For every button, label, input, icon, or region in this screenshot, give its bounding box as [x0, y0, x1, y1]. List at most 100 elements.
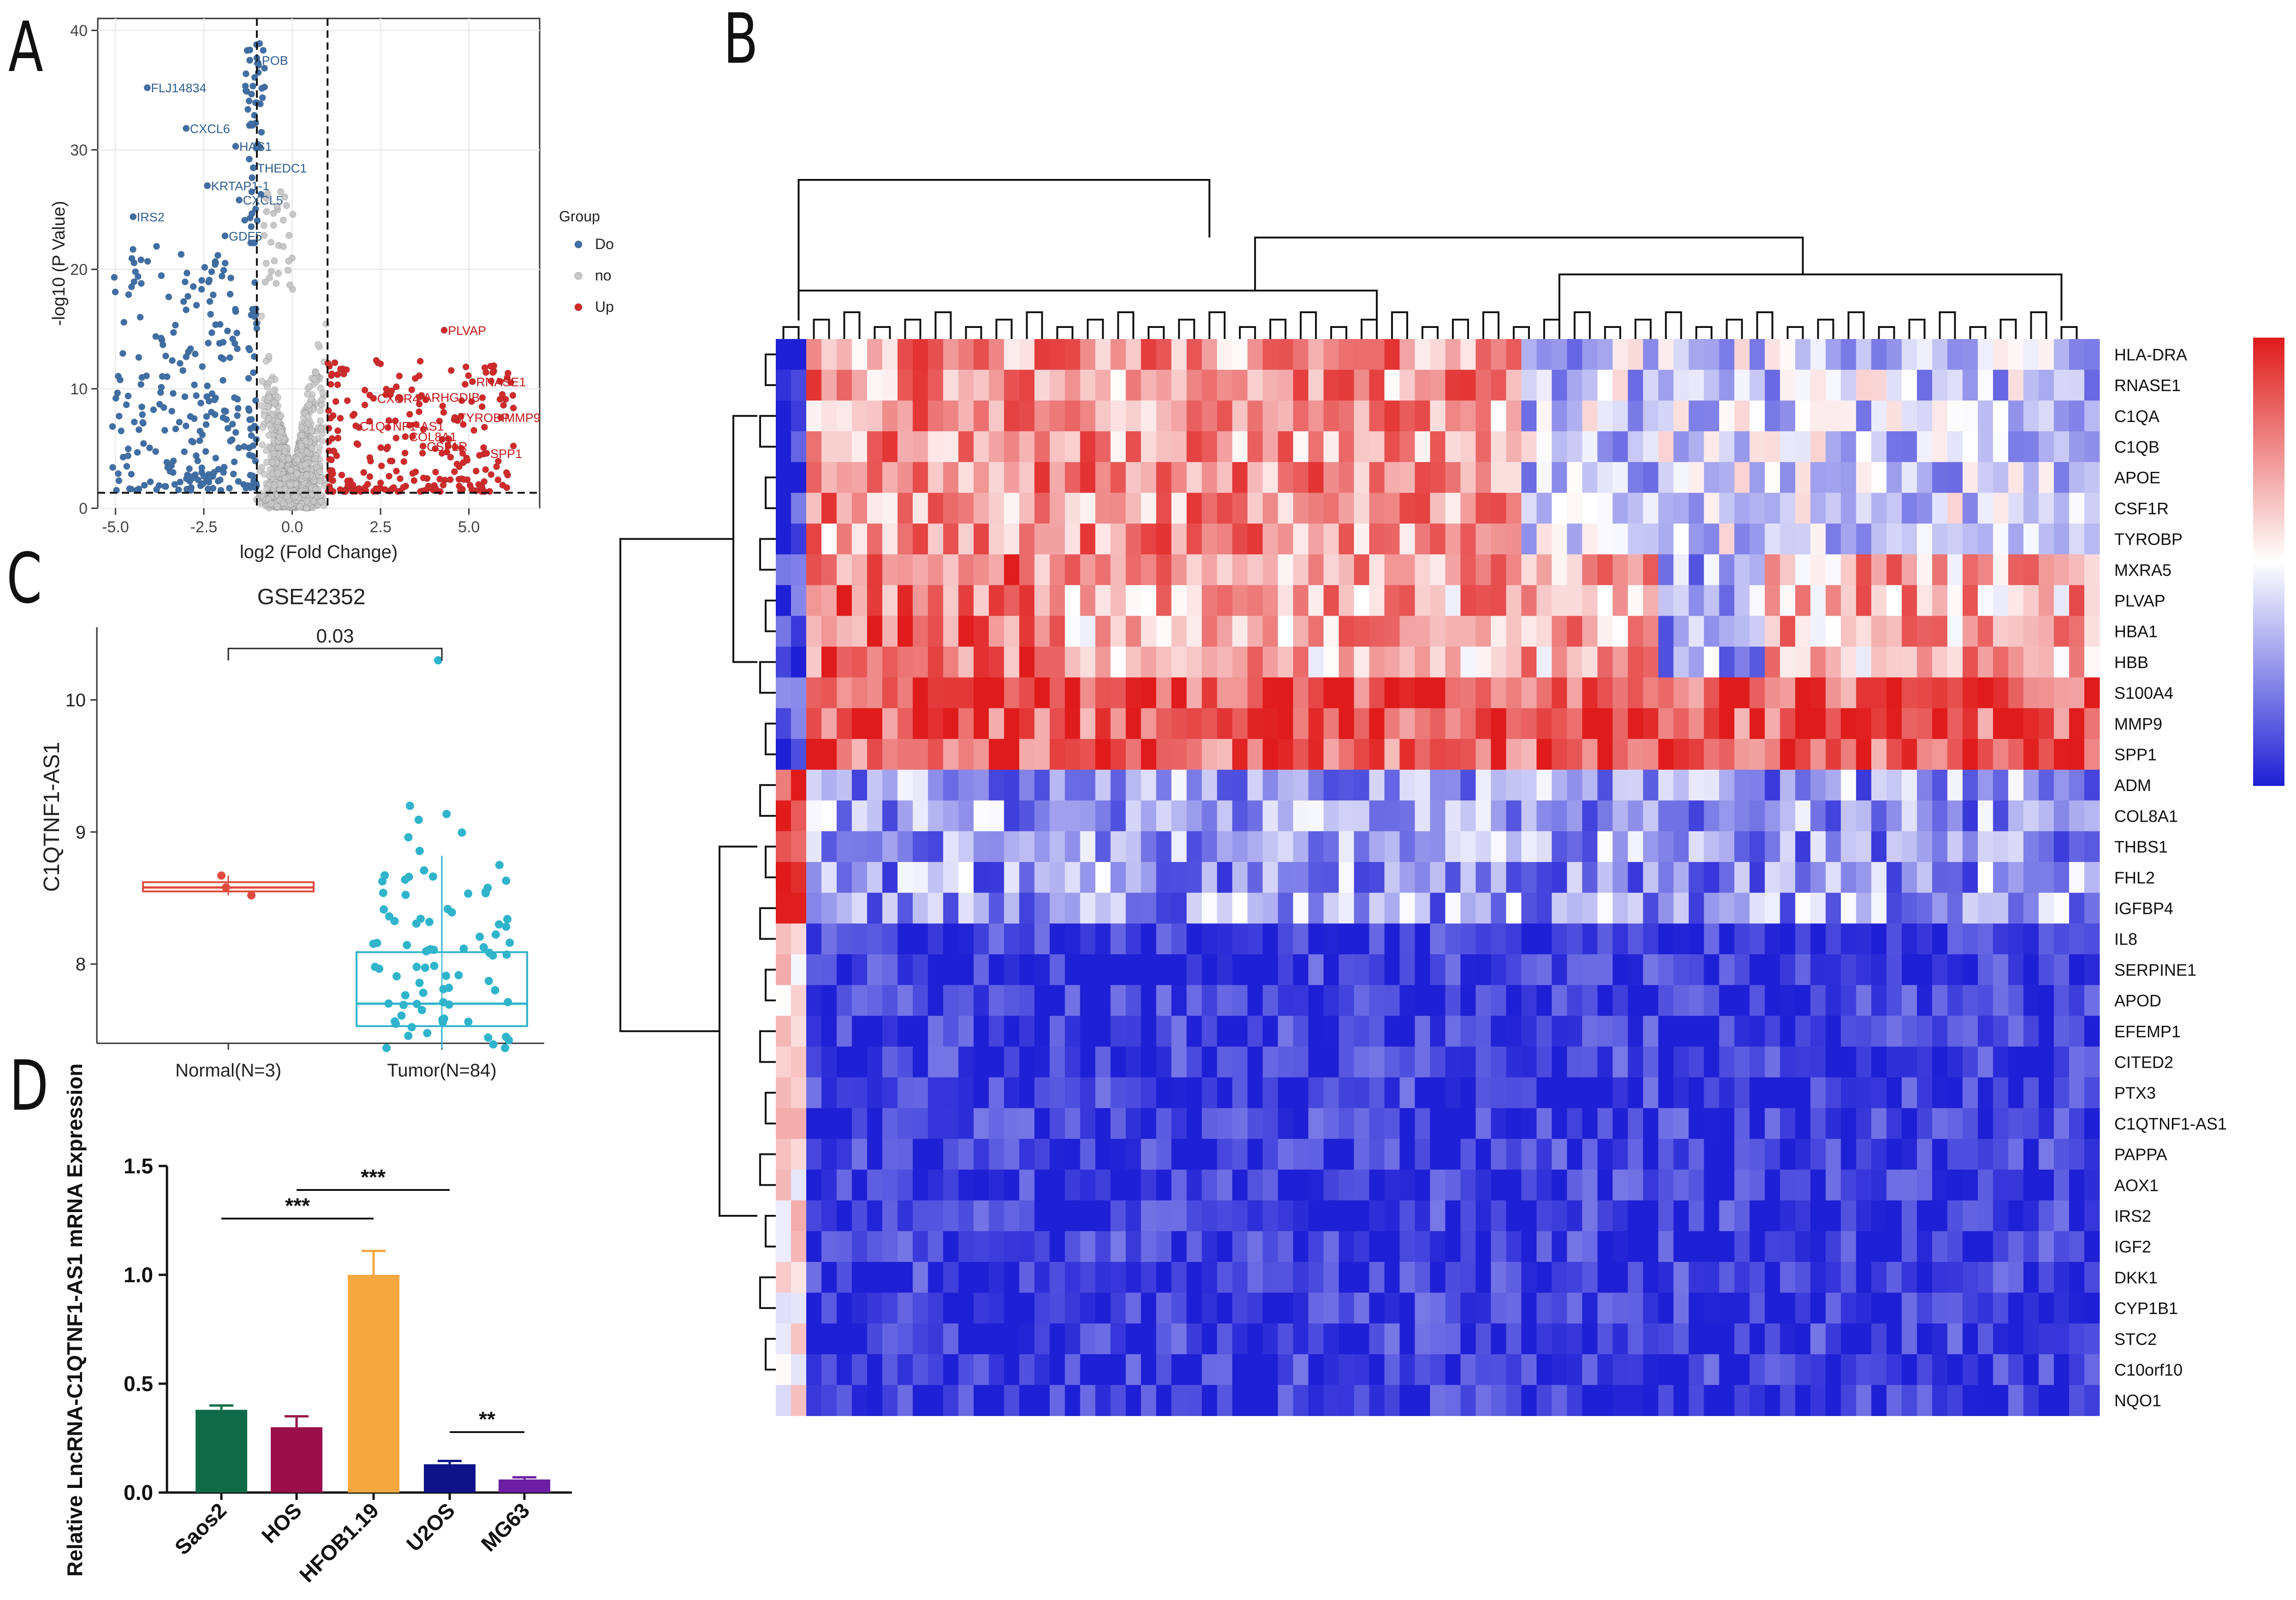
heatmap-cell: [776, 431, 791, 463]
heatmap-cell: [2023, 708, 2039, 739]
volcano-legend-key: [574, 240, 583, 249]
heatmap-cell: [1673, 708, 1689, 739]
heatmap-cell: [1475, 1169, 1492, 1201]
heatmap-cell: [1034, 1077, 1050, 1109]
heatmap-cell: [1810, 554, 1826, 586]
volcano-point: [332, 398, 339, 405]
volcano-point: [303, 504, 310, 512]
heatmap-cell: [1780, 985, 1796, 1016]
heatmap-cell: [2069, 677, 2085, 708]
heatmap-cell: [1278, 400, 1294, 432]
heatmap-cell: [867, 523, 883, 555]
heatmap-cell: [1780, 1139, 1796, 1170]
heatmap-cell: [1917, 647, 1933, 678]
heatmap-cell: [958, 1108, 974, 1139]
heatmap-cell: [1536, 769, 1552, 801]
heatmap-cell: [1004, 985, 1020, 1016]
heatmap-cell: [791, 892, 807, 924]
heatmap-cell: [1902, 523, 1917, 555]
heatmap-cell: [1323, 1077, 1339, 1109]
heatmap-cell: [1521, 800, 1537, 832]
heatmap-cell: [1963, 1047, 1978, 1078]
heatmap-cell: [821, 616, 837, 647]
heatmap-cell: [973, 369, 989, 401]
heatmap-cell: [1293, 985, 1309, 1016]
heatmap-cell: [1658, 1169, 1674, 1201]
heatmap-cell: [1673, 831, 1689, 862]
heatmap-cell: [1780, 585, 1796, 616]
heatmap-cell: [1917, 1139, 1933, 1170]
heatmap-cell: [1217, 800, 1233, 832]
volcano-point: [393, 434, 400, 442]
heatmap-cell: [1323, 769, 1339, 801]
heatmap-cell: [897, 892, 913, 924]
heatmap-cell: [1080, 708, 1096, 739]
heatmap-cell: [1567, 1016, 1582, 1047]
heatmap-cell: [851, 985, 868, 1016]
volcano-point: [232, 429, 239, 436]
heatmap-cell: [1460, 1169, 1476, 1201]
heatmap-cell: [1536, 1077, 1552, 1109]
heatmap-cell: [1963, 954, 1978, 986]
heatmap-cell: [1978, 523, 1993, 555]
heatmap-cell: [836, 431, 852, 463]
heatmap-cell: [928, 431, 944, 463]
volcano-point: [125, 291, 132, 298]
heatmap-cell: [943, 647, 959, 678]
heatmap-cell: [1902, 493, 1917, 524]
heatmap-cell: [1597, 800, 1613, 832]
heatmap-cell: [1963, 831, 1978, 862]
volcano-point: [265, 353, 273, 360]
heatmap-cell: [867, 769, 883, 801]
heatmap-cell: [1932, 1139, 1948, 1170]
heatmap-cell: [1689, 339, 1704, 370]
heatmap-cell: [1917, 769, 1933, 801]
heatmap-cell: [2084, 462, 2100, 494]
heatmap-cell: [1765, 985, 1780, 1016]
heatmap-cell: [1643, 985, 1659, 1016]
heatmap-cell: [2008, 400, 2024, 432]
heatmap-cell: [791, 616, 807, 647]
heatmap-cell: [2039, 493, 2054, 524]
heatmap-cell: [1384, 400, 1400, 432]
volcano-point: [269, 388, 277, 395]
heatmap-cell: [988, 1016, 1005, 1047]
heatmap-cell: [1293, 339, 1309, 370]
heatmap-cell: [1886, 831, 1902, 862]
heatmap-cell: [1506, 616, 1522, 647]
heatmap-cell: [1628, 954, 1643, 986]
heatmap-cell: [1810, 647, 1826, 678]
volcano-point: [112, 394, 119, 402]
heatmap-cell: [2023, 1016, 2039, 1047]
heatmap-cell: [1932, 1047, 1948, 1078]
volcano-point: [364, 481, 371, 488]
heatmap-cell: [1278, 647, 1294, 678]
heatmap-cell: [1141, 493, 1157, 524]
heatmap-cell: [1932, 831, 1948, 862]
heatmap-cell: [1917, 677, 1933, 708]
heatmap-cell: [988, 585, 1005, 616]
heatmap-cell: [1552, 923, 1568, 955]
heatmap-cell: [1308, 739, 1324, 770]
heatmap-cell: [1034, 677, 1050, 708]
heatmap-cell: [1902, 1077, 1917, 1109]
heatmap-cell: [1567, 493, 1582, 524]
heatmap-cell: [836, 1047, 852, 1078]
heatmap-cell: [1597, 1139, 1613, 1170]
heatmap-cell: [1826, 493, 1841, 524]
heatmap-cell: [791, 1169, 807, 1201]
heatmap-cell: [958, 954, 974, 986]
heatmap-cell: [1612, 954, 1628, 986]
volcano-point: [334, 427, 341, 434]
heatmap-cell: [1628, 493, 1643, 524]
heatmap-cell: [1415, 1139, 1431, 1170]
volcano-point: [268, 238, 275, 246]
heatmap-cell: [1065, 554, 1081, 586]
heatmap-cell: [1521, 369, 1537, 401]
heatmap-cell: [1536, 739, 1552, 770]
heatmap-cell: [776, 769, 791, 801]
heatmap-cell: [836, 677, 852, 708]
volcano-point: [325, 438, 333, 445]
heatmap-cell: [1658, 462, 1674, 494]
